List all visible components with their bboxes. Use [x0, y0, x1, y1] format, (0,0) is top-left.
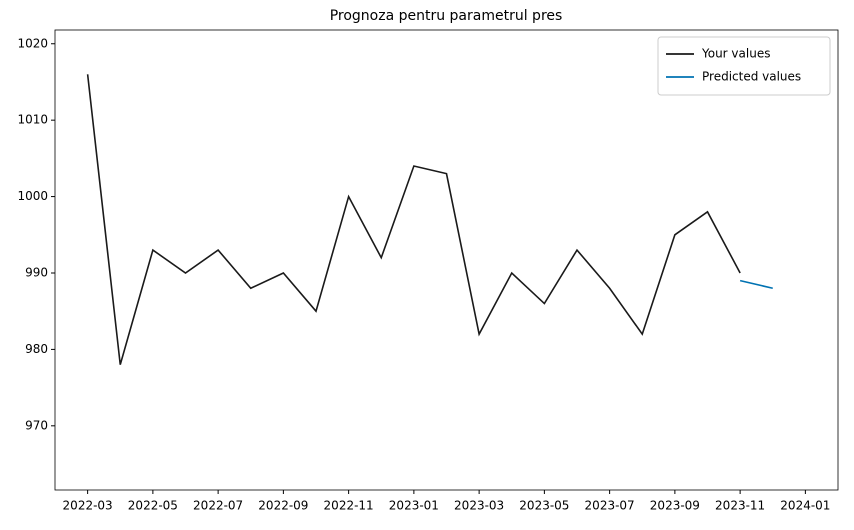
y-tick-label: 1000 — [17, 189, 48, 203]
series-line — [86, 74, 741, 365]
x-tick-label: 2022-07 — [193, 499, 243, 513]
x-tick-label: 2022-09 — [258, 499, 308, 513]
y-tick-label: 1020 — [17, 36, 48, 50]
x-tick-label: 2022-11 — [324, 499, 374, 513]
x-tick-label: 2023-03 — [454, 499, 504, 513]
y-tick-label: 990 — [25, 265, 48, 279]
series-line — [739, 279, 773, 290]
legend: Your values Predicted values — [657, 36, 831, 96]
y-tick-label: 980 — [25, 342, 48, 356]
x-tick-label: 2023-11 — [715, 499, 765, 513]
y-tick-label: 1010 — [17, 113, 48, 127]
x-tick-label: 2023-07 — [585, 499, 635, 513]
x-tick-label: 2022-03 — [63, 499, 113, 513]
plot-frame — [54, 29, 839, 491]
legend-label: Predicted values — [702, 70, 801, 84]
y-tick-label: 970 — [25, 418, 48, 432]
legend-box — [657, 36, 831, 96]
x-tick-label: 2022-05 — [128, 499, 178, 513]
x-tick-label: 2023-05 — [519, 499, 569, 513]
x-tick-label: 2023-09 — [650, 499, 700, 513]
legend-label: Your values — [701, 47, 770, 61]
chart-title: Prognoza pentru parametrul pres — [330, 8, 563, 24]
x-tick-label: 2024-01 — [780, 499, 830, 513]
x-tick-label: 2023-01 — [389, 499, 439, 513]
